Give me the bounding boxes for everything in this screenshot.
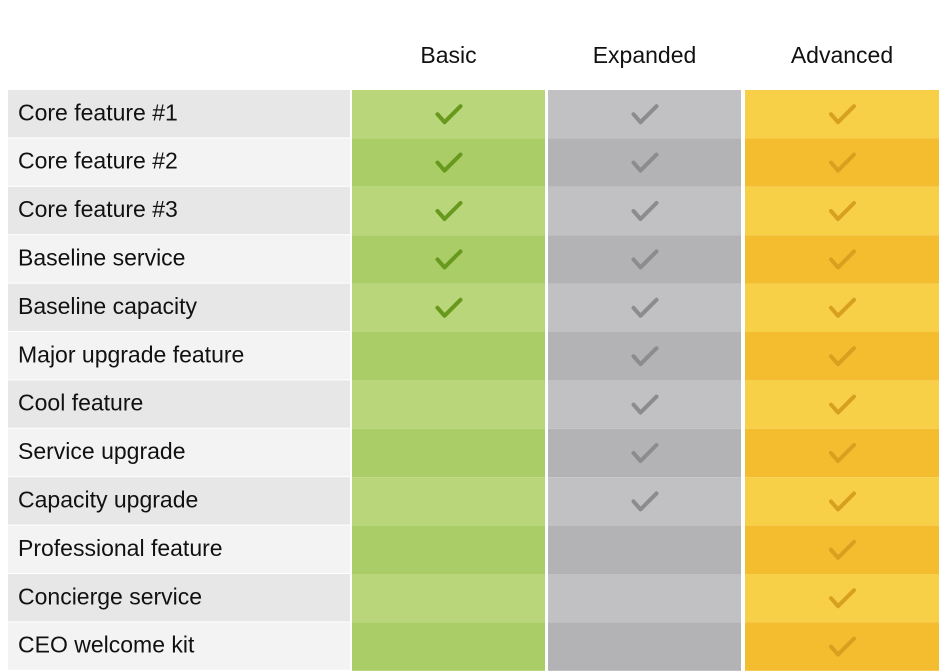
cell xyxy=(745,138,939,187)
check-mark xyxy=(435,104,463,125)
check-mark xyxy=(435,152,463,173)
row-label-cell xyxy=(8,477,350,525)
row-label-cell xyxy=(8,138,350,186)
cell xyxy=(745,525,939,574)
cell xyxy=(352,90,545,139)
column-header: Advanced xyxy=(791,42,893,68)
row-label: CEO welcome kit xyxy=(18,632,195,658)
check-mark xyxy=(829,297,856,318)
row-label-cell xyxy=(8,332,350,380)
check-mark xyxy=(435,249,463,270)
cell xyxy=(745,186,939,236)
check-mark xyxy=(631,297,659,318)
cell xyxy=(352,235,545,284)
cell xyxy=(548,622,741,671)
check-mark xyxy=(435,297,463,318)
check-mark xyxy=(829,539,856,560)
check-mark xyxy=(631,346,659,367)
cell xyxy=(548,235,741,284)
check-mark xyxy=(829,588,856,609)
check-mark xyxy=(829,394,856,415)
cell xyxy=(352,332,545,381)
cell xyxy=(745,380,939,429)
cell xyxy=(548,380,741,429)
row-label-cell xyxy=(8,525,350,573)
row-label-cell xyxy=(8,380,350,428)
row-label-cell xyxy=(8,622,350,670)
row-label-cell xyxy=(8,186,350,235)
cell xyxy=(548,477,741,526)
row-label-cell xyxy=(8,90,350,138)
row-label: Concierge service xyxy=(18,583,202,609)
row-label: Major upgrade feature xyxy=(18,341,244,367)
check-mark xyxy=(829,104,856,125)
cell xyxy=(745,574,939,623)
row-label-cell xyxy=(8,283,350,331)
row-label-cell xyxy=(8,235,350,283)
cell xyxy=(548,138,741,187)
check-mark xyxy=(631,104,659,125)
column-header: Expanded xyxy=(593,42,697,68)
row-label: Baseline capacity xyxy=(18,293,197,319)
cell xyxy=(352,138,545,187)
row-label: Cool feature xyxy=(18,390,143,416)
check-mark xyxy=(631,394,659,415)
cell xyxy=(548,90,741,139)
cell xyxy=(745,90,939,139)
row-label: Professional feature xyxy=(18,535,223,561)
check-mark xyxy=(829,346,856,367)
cell xyxy=(745,235,939,284)
cell xyxy=(745,332,939,381)
check-mark xyxy=(829,201,856,221)
check-mark xyxy=(829,491,856,512)
row-label-cell xyxy=(8,574,350,622)
check-mark xyxy=(631,491,659,512)
cell xyxy=(548,186,741,236)
check-mark xyxy=(829,249,856,270)
check-mark xyxy=(631,443,659,463)
cell xyxy=(548,283,741,332)
check-mark xyxy=(631,249,659,270)
check-mark xyxy=(829,636,856,657)
cell xyxy=(548,525,741,574)
cell xyxy=(548,428,741,478)
row-label: Core feature #1 xyxy=(18,99,178,125)
cell xyxy=(352,380,545,429)
cell xyxy=(352,525,545,574)
row-label-cell xyxy=(8,428,350,477)
check-mark xyxy=(829,152,856,173)
check-mark xyxy=(631,201,659,221)
cell xyxy=(745,283,939,332)
cell xyxy=(745,477,939,526)
check-mark xyxy=(435,201,463,221)
cell xyxy=(352,428,545,478)
cell xyxy=(352,574,545,623)
cell xyxy=(352,283,545,332)
cell xyxy=(745,428,939,478)
row-label: Core feature #3 xyxy=(18,196,178,222)
row-label: Capacity upgrade xyxy=(18,486,198,512)
row-label: Core feature #2 xyxy=(18,148,178,174)
cell xyxy=(352,186,545,236)
cell xyxy=(352,622,545,671)
column-header: Basic xyxy=(420,42,476,68)
cell xyxy=(548,332,741,381)
row-label: Service upgrade xyxy=(18,438,186,464)
check-mark xyxy=(631,152,659,173)
check-mark xyxy=(829,443,856,463)
cell xyxy=(352,477,545,526)
cell xyxy=(548,574,741,623)
cell xyxy=(745,622,939,671)
row-label: Baseline service xyxy=(18,244,185,270)
